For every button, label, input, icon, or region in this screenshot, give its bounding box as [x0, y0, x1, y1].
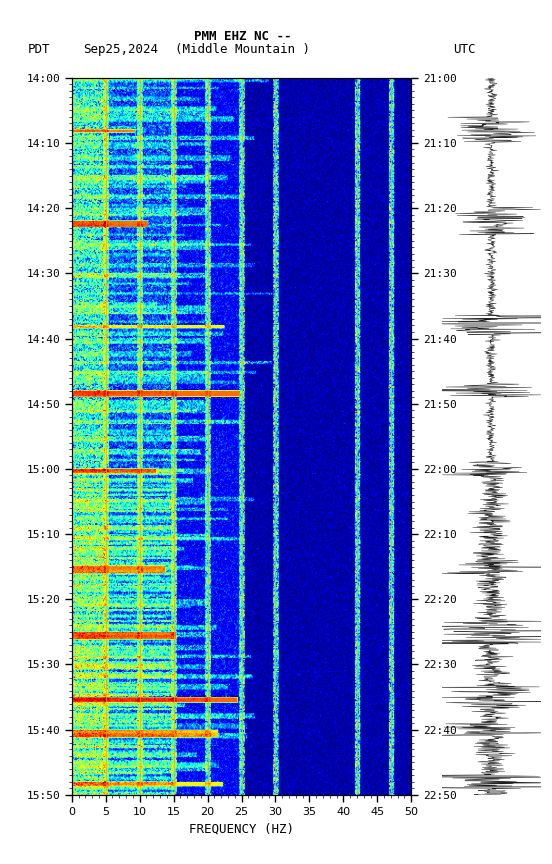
Text: Sep25,2024: Sep25,2024 [83, 43, 158, 56]
Text: (Middle Mountain ): (Middle Mountain ) [176, 43, 310, 56]
Text: UTC: UTC [453, 43, 475, 56]
X-axis label: FREQUENCY (HZ): FREQUENCY (HZ) [189, 823, 294, 835]
Text: PDT: PDT [28, 43, 50, 56]
Text: PMM EHZ NC --: PMM EHZ NC -- [194, 30, 291, 43]
